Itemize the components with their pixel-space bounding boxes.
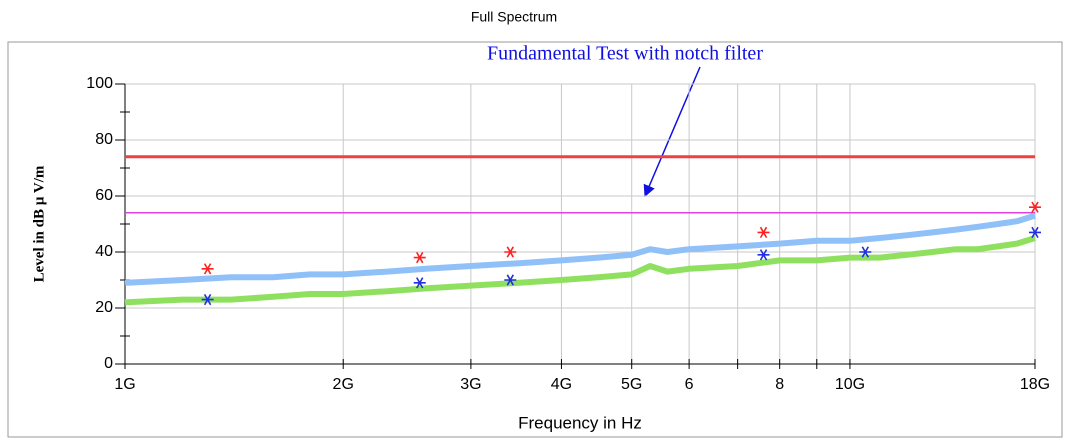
peak-marker [757,249,770,261]
trace [124,235,1036,306]
annotation: Fundamental Test with notch filter [487,43,763,65]
peak-marker [859,246,872,258]
peak-marker [413,252,426,264]
peak-marker [1029,226,1041,238]
annotation-arrow [643,66,701,198]
peak-marker [413,277,426,289]
x-tick-label: 6 [685,376,694,393]
x-tick-label: 3G [460,376,481,393]
x-tick-label: 1G [114,376,135,393]
frame [7,41,1063,438]
x-tick-label: 5G [621,376,642,393]
x-tick-label: 8 [775,376,784,393]
x-tick-label: 4G [551,376,572,393]
x-tick-label: 2G [333,376,354,393]
x-tick-label: 18G [1020,376,1050,393]
y-tick-label: 40 [95,243,113,260]
x-axis-label: Frequency in Hz [518,413,642,432]
y-axis-label: Level in dB µ V/m [31,165,47,282]
y-tick-label: 60 [95,187,113,204]
y-tick-label: 100 [86,75,113,92]
trace [124,212,1036,286]
chart-title: Full Spectrum [471,9,557,25]
peak-marker [201,294,214,306]
y-tick-label: 0 [104,355,113,372]
peak-marker [504,246,517,258]
peak-marker [201,263,214,275]
peak-marker [504,274,517,286]
peak-marker [1029,201,1041,213]
y-tick-label: 20 [95,299,113,316]
y-tick-label: 80 [95,131,113,148]
peak-marker [757,226,770,238]
x-tick-label: 10G [835,376,865,393]
